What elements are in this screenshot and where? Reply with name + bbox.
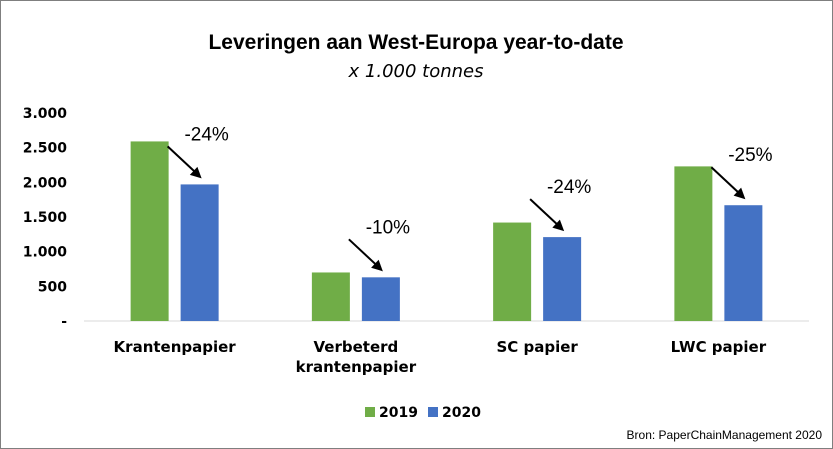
x-category-label: Verbeterd xyxy=(314,338,399,356)
legend: 2019 2020 xyxy=(365,405,481,421)
legend-label-2019: 2019 xyxy=(379,405,418,421)
bar-2019 xyxy=(130,141,169,321)
chart-title: Leveringen aan West-Europa year-to-date xyxy=(208,31,623,54)
bar-2020 xyxy=(361,277,400,321)
y-tick-label: 2.000 xyxy=(23,175,68,191)
arrow-line xyxy=(166,145,199,176)
percent-change-label: -25% xyxy=(728,145,772,166)
arrow-head xyxy=(552,219,565,232)
bar-2020 xyxy=(724,205,763,321)
arrow-line xyxy=(710,166,743,196)
percent-change-label: -10% xyxy=(366,217,410,238)
chart-subtitle: x 1.000 tonnes xyxy=(348,61,484,82)
bar-2019 xyxy=(311,272,350,321)
x-axis-labels: Krantenpapier Verbeterd krantenpapier SC pa… xyxy=(114,338,767,376)
source-note: Bron: PaperChainManagement 2020 xyxy=(627,428,823,442)
bar-2020 xyxy=(543,237,582,321)
legend-label-2020: 2020 xyxy=(442,405,481,421)
bar-2019 xyxy=(674,166,713,321)
y-tick-label: 3.000 xyxy=(23,106,68,122)
y-tick-label: 1.500 xyxy=(23,210,68,226)
y-tick-label: 500 xyxy=(38,279,67,295)
x-category-label: Krantenpapier xyxy=(114,338,237,356)
arrow-head xyxy=(733,187,746,200)
bar-2020 xyxy=(180,184,219,321)
y-axis: - 500 1.000 1.500 2.000 2.500 3.000 xyxy=(23,106,68,330)
x-category-label: krantenpapier xyxy=(296,358,417,376)
percent-change-label: -24% xyxy=(547,177,591,198)
annotations: -24% -10% -24% -25% xyxy=(166,124,773,272)
arrow-head xyxy=(189,166,202,179)
x-category-label: LWC papier xyxy=(671,338,767,356)
arrow-line xyxy=(529,198,561,228)
y-tick-label: 2.500 xyxy=(23,141,68,157)
legend-swatch-2019 xyxy=(365,407,375,417)
y-tick-label: 1.000 xyxy=(23,245,68,261)
percent-change-label: -24% xyxy=(184,124,228,145)
arrow-head xyxy=(371,259,383,272)
legend-swatch-2020 xyxy=(428,407,438,417)
x-category-label: SC papier xyxy=(496,338,578,356)
y-tick-label: - xyxy=(61,314,67,330)
bars xyxy=(130,141,763,321)
bar-2019 xyxy=(493,222,532,321)
arrow-line xyxy=(348,238,380,269)
